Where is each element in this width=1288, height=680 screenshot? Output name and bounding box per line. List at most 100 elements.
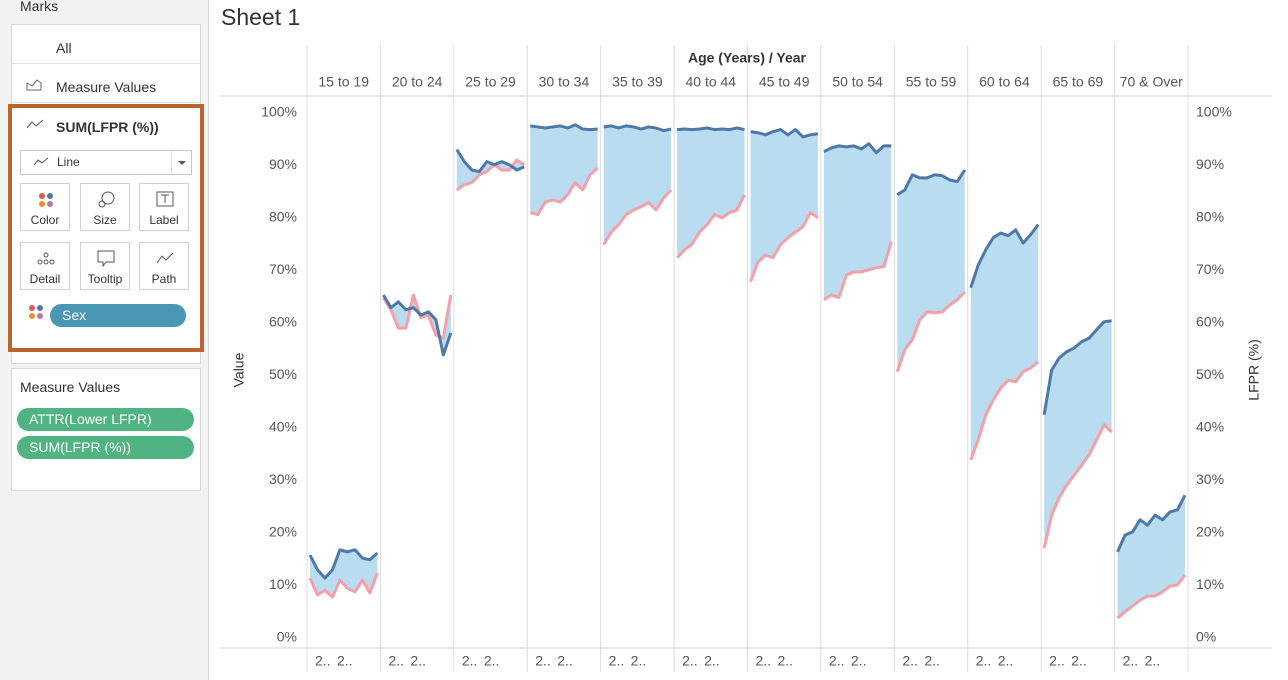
series-line: [382, 294, 453, 357]
y-tick-label: 100%: [261, 103, 297, 119]
size-button[interactable]: Size: [80, 183, 130, 231]
line-icon: [33, 157, 49, 166]
y-tick-label: 60%: [269, 314, 297, 330]
x-tick-label: 2..: [682, 653, 698, 669]
y2-tick-label: 40%: [1196, 419, 1224, 435]
active-measure[interactable]: SUM(LFPR (%)): [56, 119, 159, 135]
y-tick-label: 0%: [277, 629, 297, 645]
marks-all[interactable]: All: [56, 40, 72, 56]
line-icon: [26, 119, 44, 129]
category-label: 50 to 54: [832, 74, 883, 90]
button-label: Detail: [29, 272, 61, 286]
series-line: [823, 241, 893, 302]
marks-title: Marks: [20, 0, 59, 14]
x-tick-label: 2..: [315, 653, 331, 669]
series-line: [529, 166, 599, 217]
band-fill: [530, 124, 598, 215]
category-label: 55 to 59: [906, 74, 957, 90]
category-label: 65 to 69: [1053, 74, 1104, 90]
tooltip-button[interactable]: Tooltip: [80, 242, 130, 290]
series-line: [530, 123, 598, 132]
category-label: 40 to 44: [685, 74, 736, 90]
y2-tick-label: 90%: [1196, 156, 1224, 172]
button-label: Size: [93, 213, 117, 227]
series-line: [1116, 494, 1187, 553]
series-line: [969, 360, 1040, 461]
sheet-title: Sheet 1: [221, 4, 300, 30]
y2-tick-label: 20%: [1196, 524, 1224, 540]
x-tick-label: 2..: [778, 653, 794, 669]
band-fill: [1044, 320, 1112, 549]
series-line: [676, 126, 745, 132]
y2-tick-label: 100%: [1196, 103, 1232, 119]
measure-pill[interactable]: ATTR(Lower LFPR): [17, 408, 194, 431]
y-tick-label: 50%: [269, 366, 297, 382]
band-fill: [677, 127, 745, 258]
x-tick-label: 2..: [1145, 653, 1161, 669]
y-tick-label: 30%: [269, 471, 297, 487]
color-icon: [29, 305, 43, 319]
category-label: 60 to 64: [979, 74, 1030, 90]
series-line: [603, 124, 672, 133]
y-tick-label: 90%: [269, 156, 297, 172]
highlight-box: SUM(LFPR (%)) Line Color Size Label Deta…: [8, 104, 204, 352]
x-tick-label: 2..: [829, 653, 845, 669]
x-tick-label: 2..: [1123, 653, 1139, 669]
measure-values-card: Measure Values ATTR(Lower LFPR) SUM(LFPR…: [11, 368, 201, 491]
band-fill: [310, 549, 378, 598]
x-tick-label: 2..: [704, 653, 720, 669]
button-label: Label: [149, 213, 179, 227]
color-button[interactable]: Color: [20, 183, 70, 231]
category-label: 35 to 39: [612, 74, 663, 90]
x-tick-label: 2..: [462, 653, 478, 669]
series-line: [602, 188, 673, 246]
path-button[interactable]: Path: [139, 242, 189, 290]
x-tick-label: 2..: [609, 653, 625, 669]
y2-tick-label: 80%: [1196, 209, 1224, 225]
x-tick-label: 2..: [924, 653, 940, 669]
x-tick-label: 2..: [1071, 653, 1087, 669]
button-label: Tooltip: [87, 272, 123, 286]
label-button[interactable]: Label: [139, 183, 189, 231]
y2-tick-label: 10%: [1196, 576, 1224, 592]
x-tick-label: 2..: [976, 653, 992, 669]
y2-tick-label: 30%: [1196, 471, 1224, 487]
series-line: [455, 148, 525, 174]
y-tick-label: 20%: [269, 524, 297, 540]
series-line: [675, 194, 746, 259]
marks-measure-values[interactable]: Measure Values: [56, 79, 157, 95]
series-line: [823, 142, 892, 155]
area-icon: [26, 79, 42, 91]
band-fill: [970, 224, 1039, 460]
mark-type-dropdown[interactable]: Line: [20, 150, 192, 175]
divider: [12, 102, 200, 103]
x-tick-label: 2..: [902, 653, 918, 669]
sex-pill[interactable]: Sex: [50, 304, 186, 327]
series-line: [1116, 574, 1187, 620]
x-tick-label: 2..: [756, 653, 772, 669]
x-tick-label: 2..: [851, 653, 867, 669]
dropdown-arrow: [171, 151, 192, 174]
x-tick-label: 2..: [535, 653, 551, 669]
series-line: [382, 293, 453, 340]
x-tick-label: 2..: [388, 653, 404, 669]
x-tick-label: 2..: [484, 653, 500, 669]
button-label: Color: [30, 213, 60, 227]
y-tick-label: 10%: [269, 576, 297, 592]
detail-button[interactable]: Detail: [20, 242, 70, 290]
measure-pill[interactable]: SUM(LFPR (%)): [17, 436, 194, 459]
x-tick-label: 2..: [410, 653, 426, 669]
band-fill: [383, 295, 451, 355]
series-line: [969, 223, 1040, 289]
y-tick-label: 40%: [269, 419, 297, 435]
category-label: 30 to 34: [539, 74, 590, 90]
band-fill: [823, 143, 892, 300]
x-tick-label: 2..: [998, 653, 1014, 669]
series-line: [749, 211, 819, 283]
category-label: 15 to 19: [318, 74, 369, 90]
button-label: Path: [151, 272, 177, 286]
series-line: [455, 158, 526, 192]
series-line: [895, 290, 966, 373]
divider: [12, 63, 200, 64]
